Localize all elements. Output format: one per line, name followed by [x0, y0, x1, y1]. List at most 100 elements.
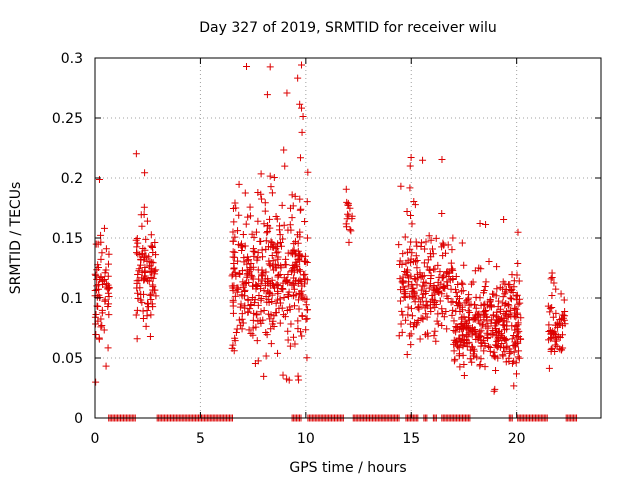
data-point — [438, 210, 446, 218]
data-point — [296, 195, 304, 203]
data-point — [450, 347, 458, 355]
data-point — [268, 276, 276, 284]
data-point — [238, 291, 246, 299]
data-point — [231, 268, 239, 276]
data-point — [275, 271, 283, 279]
data-point — [140, 256, 148, 264]
data-point — [440, 313, 448, 321]
data-point — [553, 337, 561, 345]
data-point — [494, 335, 502, 343]
data-point — [407, 211, 415, 219]
data-point — [290, 280, 298, 288]
data-point — [281, 261, 289, 269]
data-point — [471, 267, 479, 275]
data-point — [545, 321, 553, 329]
data-point — [288, 191, 296, 199]
data-point — [466, 355, 474, 363]
data-point — [436, 268, 444, 276]
data-point — [262, 329, 270, 337]
data-point — [430, 281, 438, 289]
data-point — [499, 278, 507, 286]
data-point — [101, 297, 109, 305]
data-point — [547, 335, 555, 343]
data-point — [499, 351, 507, 359]
data-point — [258, 195, 266, 203]
data-point — [412, 292, 420, 300]
data-point — [261, 199, 269, 207]
data-point — [257, 190, 265, 198]
data-point — [272, 309, 280, 317]
data-point — [474, 335, 482, 343]
data-point — [302, 301, 310, 309]
data-point — [283, 307, 291, 315]
data-point — [245, 278, 253, 286]
data-point — [424, 329, 432, 337]
data-point — [289, 333, 297, 341]
data-point — [508, 285, 516, 293]
data-point — [105, 311, 113, 319]
data-point — [510, 382, 518, 390]
data-point — [280, 294, 288, 302]
data-point — [417, 314, 425, 322]
data-point — [261, 207, 269, 215]
data-point — [105, 250, 113, 258]
data-point — [284, 270, 292, 278]
data-point — [453, 293, 461, 301]
data-point — [552, 309, 560, 317]
data-point — [493, 263, 501, 271]
data-point — [241, 302, 249, 310]
data-point — [456, 335, 464, 343]
data-point — [455, 344, 463, 352]
data-point — [98, 309, 106, 317]
data-point — [291, 238, 299, 246]
data-point — [238, 247, 246, 255]
data-point — [456, 350, 464, 358]
data-point — [274, 253, 282, 261]
data-point — [280, 311, 288, 319]
data-point — [447, 259, 455, 267]
data-point — [419, 156, 427, 164]
data-point — [430, 332, 438, 340]
data-point — [480, 287, 488, 295]
data-point — [303, 295, 311, 303]
data-point — [412, 276, 420, 284]
data-point — [284, 226, 292, 234]
data-point — [304, 168, 312, 176]
data-point — [514, 259, 522, 267]
data-point — [548, 344, 556, 352]
data-point — [411, 201, 419, 209]
data-point — [287, 320, 295, 328]
x-tick-label: 10 — [297, 431, 315, 447]
data-point — [442, 249, 450, 257]
data-point — [234, 257, 242, 265]
data-point — [514, 353, 522, 361]
x-tick-label: 15 — [402, 431, 420, 447]
data-point — [241, 189, 249, 197]
data-point — [484, 342, 492, 350]
data-point — [95, 176, 103, 184]
data-point — [403, 351, 411, 359]
data-point — [440, 283, 448, 291]
data-point — [253, 256, 261, 264]
data-point — [143, 257, 151, 265]
data-point — [262, 245, 270, 253]
data-point — [422, 238, 430, 246]
data-point — [270, 174, 278, 182]
data-point — [407, 153, 415, 161]
data-point — [146, 332, 154, 340]
data-point — [549, 313, 557, 321]
data-point — [434, 278, 442, 286]
data-point — [411, 275, 419, 283]
data-point — [410, 323, 418, 331]
data-point — [260, 372, 268, 380]
data-point — [260, 306, 268, 314]
data-point — [296, 154, 304, 162]
data-point — [139, 307, 147, 315]
data-point — [432, 234, 440, 242]
data-point — [141, 169, 149, 177]
data-point — [515, 327, 523, 335]
data-point — [456, 363, 464, 371]
data-point — [494, 314, 502, 322]
data-point — [151, 238, 159, 246]
data-point — [513, 271, 521, 279]
